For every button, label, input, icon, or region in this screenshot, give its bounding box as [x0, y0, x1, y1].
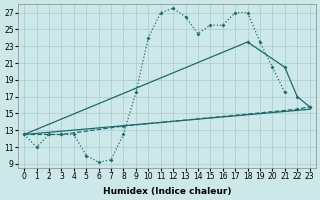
X-axis label: Humidex (Indice chaleur): Humidex (Indice chaleur) [103, 187, 231, 196]
